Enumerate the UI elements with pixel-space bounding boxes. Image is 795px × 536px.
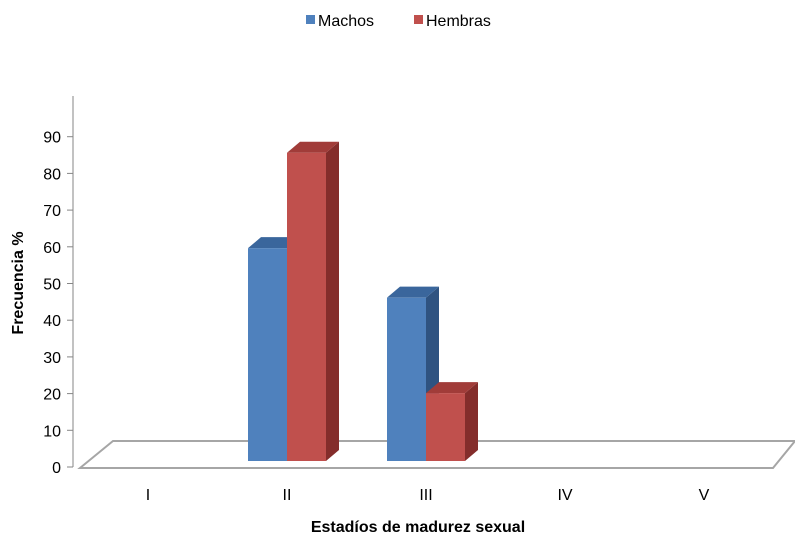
- x-tick-label: I: [146, 487, 150, 504]
- y-tick-label: 10: [43, 423, 61, 440]
- bar-hembras-II: [287, 141, 339, 461]
- y-tick-label: 60: [43, 240, 61, 257]
- y-tick-label: 70: [43, 203, 61, 220]
- x-tick-label: IV: [557, 487, 572, 504]
- legend: Machos Hembras: [306, 13, 491, 30]
- y-tick-label: 30: [43, 350, 61, 367]
- bar-top: [387, 286, 439, 298]
- y-tick-label: 90: [43, 130, 61, 147]
- bar-top: [287, 141, 339, 153]
- bar-side: [326, 141, 339, 461]
- bar-front: [426, 393, 465, 461]
- bar-top: [426, 382, 478, 394]
- bar-hembras-III: [426, 382, 478, 461]
- bar-front: [387, 297, 426, 461]
- bar-front: [248, 248, 287, 461]
- x-axis-title: Estadíos de madurez sexual: [311, 519, 525, 536]
- bar-front: [287, 152, 326, 461]
- y-tick-label: 50: [43, 277, 61, 294]
- legend-swatch-hembras: [414, 15, 423, 24]
- y-axis-title: Frecuencia %: [10, 231, 27, 334]
- x-tick-label: V: [699, 487, 710, 504]
- legend-label-hembras: Hembras: [426, 13, 491, 30]
- legend-label-machos: Machos: [318, 13, 374, 30]
- y-tick-label: 0: [52, 460, 61, 477]
- bar-side: [465, 382, 478, 461]
- y-tick-label: 40: [43, 313, 61, 330]
- legend-swatch-machos: [306, 15, 315, 24]
- x-tick-label: III: [419, 487, 432, 504]
- y-tick-label: 80: [43, 166, 61, 183]
- x-tick-label: II: [283, 487, 292, 504]
- y-tick-label: 20: [43, 387, 61, 404]
